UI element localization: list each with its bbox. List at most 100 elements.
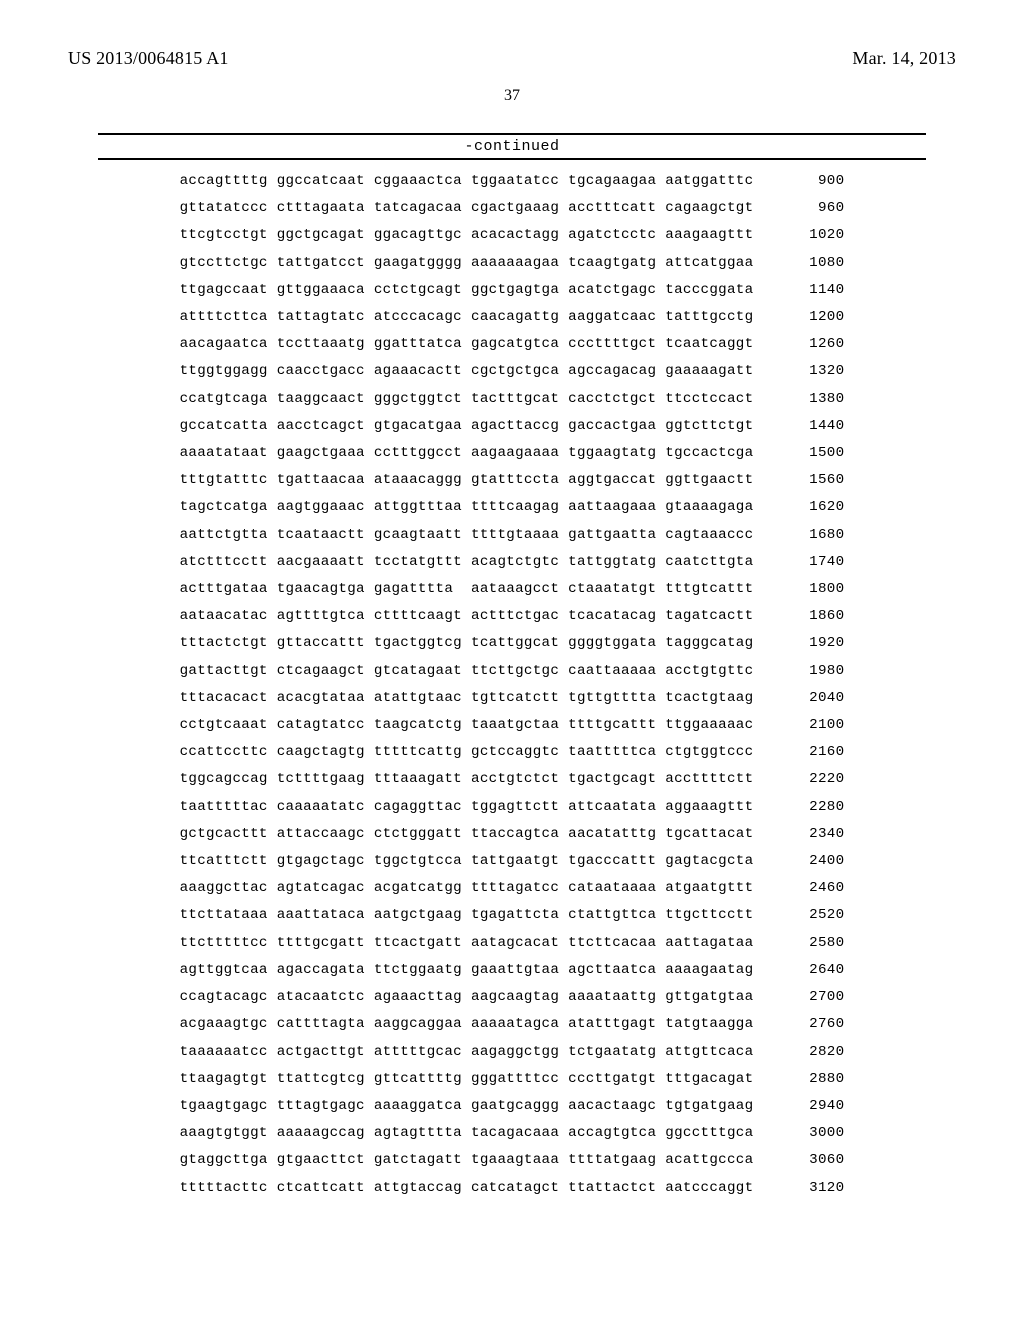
sequence-group: tggcagccag (180, 772, 277, 799)
sequence-group: cctgtcaaat (180, 718, 277, 745)
sequence-position: 2220 (762, 772, 844, 799)
sequence-group: acatctgagc (568, 283, 665, 310)
sequence-position: 2520 (762, 908, 844, 935)
sequence-row: atctttccttaacgaaaatttcctatgtttacagtctgtc… (180, 555, 845, 582)
sequence-group: catagtatcc (277, 718, 374, 745)
sequence-position: 2400 (762, 854, 844, 881)
sequence-group: agccagacag (568, 364, 665, 391)
sequence-group: tggctgtcca (374, 854, 471, 881)
sequence-group: ttttatgaag (568, 1153, 665, 1180)
sequence-position: 1500 (762, 446, 844, 473)
sequence-group: tccttaaatg (277, 337, 374, 364)
sequence-group: gttatatccc (180, 201, 277, 228)
sequence-group: aataaagcct (471, 582, 568, 609)
sequence-group: cttttcaagt (374, 609, 471, 636)
sequence-group: ggggtggata (568, 636, 665, 663)
sequence-group: tgcagaagaa (568, 174, 665, 201)
sequence-position: 2820 (762, 1045, 844, 1072)
sequence-group: ttttgtaaaa (471, 528, 568, 555)
sequence-position: 900 (762, 174, 844, 201)
sequence-group: agttggtcaa (180, 963, 277, 990)
sequence-row: gtccttctgctattgatcctgaagatggggaaaaaaagaa… (180, 256, 845, 283)
sequence-row: gccatcattaaacctcagctgtgacatgaaagacttaccg… (180, 419, 845, 446)
sequence-position: 2280 (762, 800, 844, 827)
sequence-group: attttcttca (180, 310, 277, 337)
sequence-position: 1560 (762, 473, 844, 500)
sequence-group: gattgaatta (568, 528, 665, 555)
sequence-group: gtatttccta (471, 473, 568, 500)
sequence-group: cacctctgct (568, 392, 665, 419)
sequence-group: tatttgcctg (665, 310, 762, 337)
sequence-group: ttttcaagag (471, 500, 568, 527)
sequence-group: ctaaatatgt (568, 582, 665, 609)
sequence-group: agcttaatca (568, 963, 665, 990)
sequence-group: tactttgcat (471, 392, 568, 419)
sequence-position: 2160 (762, 745, 844, 772)
sequence-row: taaaaaatccactgacttgtatttttgcacaagaggctgg… (180, 1045, 845, 1072)
sequence-group: gagtacgcta (665, 854, 762, 881)
sequence-position: 1380 (762, 392, 844, 419)
sequence-listing-block: -continued accagttttgggccatcaatcggaaactc… (98, 133, 926, 1208)
sequence-group: gaatgcaggg (471, 1099, 568, 1126)
sequence-group: aagaagaaaa (471, 446, 568, 473)
sequence-row: tttgtatttctgattaacaaataaacaggggtatttccta… (180, 473, 845, 500)
sequence-row: gtaggcttgagtgaacttctgatctagatttgaaagtaaa… (180, 1153, 845, 1180)
sequence-group: ttcgtcctgt (180, 228, 277, 255)
sequence-row: aacagaatcatccttaaatgggatttatcagagcatgtca… (180, 337, 845, 364)
sequence-group: tttttacttc (180, 1181, 277, 1208)
sequence-group: attcatggaa (665, 256, 762, 283)
sequence-group: cataataaaa (568, 881, 665, 908)
sequence-group: aagcaagtag (471, 990, 568, 1017)
sequence-row: ccatgtcagataaggcaactgggctggtcttactttgcat… (180, 392, 845, 419)
sequence-row: gattacttgtctcagaagctgtcatagaatttcttgctgc… (180, 664, 845, 691)
sequence-group: tgttgtttta (568, 691, 665, 718)
sequence-group: ttgcttcctt (665, 908, 762, 935)
sequence-table: accagttttgggccatcaatcggaaactcatggaatatcc… (180, 174, 845, 1208)
sequence-group: atgaatgttt (665, 881, 762, 908)
sequence-group: tgactgcagt (568, 772, 665, 799)
sequence-position: 2940 (762, 1099, 844, 1126)
sequence-group: ccattccttc (180, 745, 277, 772)
sequence-row: ttcttataaaaaattatacaaatgctgaagtgagattcta… (180, 908, 845, 935)
sequence-group: gatctagatt (374, 1153, 471, 1180)
sequence-group: ggttgaactt (665, 473, 762, 500)
sequence-group: ggatttatca (374, 337, 471, 364)
sequence-group: aaaaaaagaa (471, 256, 568, 283)
sequence-group: taatttttac (180, 800, 277, 827)
sequence-group: aaaggcttac (180, 881, 277, 908)
sequence-group: ttttgcattt (568, 718, 665, 745)
sequence-group: tcctatgttt (374, 555, 471, 582)
sequence-group: ctcagaagct (277, 664, 374, 691)
sequence-group: tgaacagtga (277, 582, 374, 609)
sequence-group: attgttcaca (665, 1045, 762, 1072)
sequence-group: ttcttcacaa (568, 936, 665, 963)
sequence-row: aaagtgtggtaaaaagccagagtagttttatacagacaaa… (180, 1126, 845, 1153)
sequence-group: aacatatttg (568, 827, 665, 854)
sequence-group: atacaatctc (277, 990, 374, 1017)
sequence-group: gggattttcc (471, 1072, 568, 1099)
sequence-group: tttgacagat (665, 1072, 762, 1099)
sequence-group: aacctcagct (277, 419, 374, 446)
sequence-row: aattctgttatcaataacttgcaagtaattttttgtaaaa… (180, 528, 845, 555)
sequence-position: 1920 (762, 636, 844, 663)
sequence-position: 2100 (762, 718, 844, 745)
sequence-group: cccttgatgt (568, 1072, 665, 1099)
sequence-group: taagcatctg (374, 718, 471, 745)
sequence-group: tattagtatc (277, 310, 374, 337)
sequence-group: agacttaccg (471, 419, 568, 446)
sequence-row: tggcagccagtcttttgaagtttaaagattacctgtctct… (180, 772, 845, 799)
sequence-row: tttactctgtgttaccattttgactggtcgtcattggcat… (180, 636, 845, 663)
sequence-group: gagcatgtca (471, 337, 568, 364)
sequence-group: tgattaacaa (277, 473, 374, 500)
sequence-row: tttacacactacacgtataaatattgtaactgttcatctt… (180, 691, 845, 718)
sequence-group: acgaaagtgc (180, 1017, 277, 1044)
sequence-group: aaagaagttt (665, 228, 762, 255)
sequence-group: catcatagct (471, 1181, 568, 1208)
sequence-group: tcaatcaggt (665, 337, 762, 364)
sequence-group: tttaaagatt (374, 772, 471, 799)
page-number: 37 (68, 87, 956, 105)
sequence-group: aaaaggatca (374, 1099, 471, 1126)
sequence-group: ctcattcatt (277, 1181, 374, 1208)
sequence-group: cggaaactca (374, 174, 471, 201)
sequence-group: ctgtggtccc (665, 745, 762, 772)
